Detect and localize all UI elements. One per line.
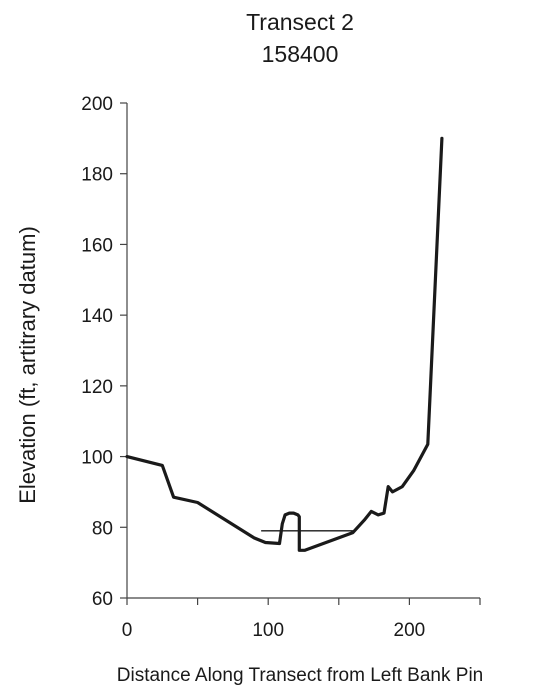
y-axis-label: Elevation (ft, artitrary datum) — [15, 226, 40, 504]
x-tick-label: 100 — [252, 620, 284, 641]
y-tick-label: 120 — [81, 377, 113, 398]
y-tick-label: 60 — [92, 589, 113, 610]
y-tick-label: 200 — [81, 94, 113, 115]
y-tick-label: 140 — [81, 306, 113, 327]
chart-title: Transect 2 — [246, 9, 354, 35]
y-tick-label: 160 — [81, 235, 113, 256]
x-axis-label: Distance Along Transect from Left Bank P… — [117, 665, 483, 686]
y-tick-label: 80 — [92, 518, 113, 539]
series-layer — [125, 136, 444, 552]
chart-subtitle: 158400 — [262, 41, 339, 67]
y-tick-label: 100 — [81, 448, 113, 469]
x-tick-label: 200 — [394, 620, 426, 641]
y-tick-label: 180 — [81, 165, 113, 186]
x-tick-label: 0 — [122, 620, 133, 641]
series-line-elevation-profile — [125, 136, 444, 552]
axes-layer: 60 80 100 120 140 160 180 200 0 100 200 — [81, 94, 481, 641]
